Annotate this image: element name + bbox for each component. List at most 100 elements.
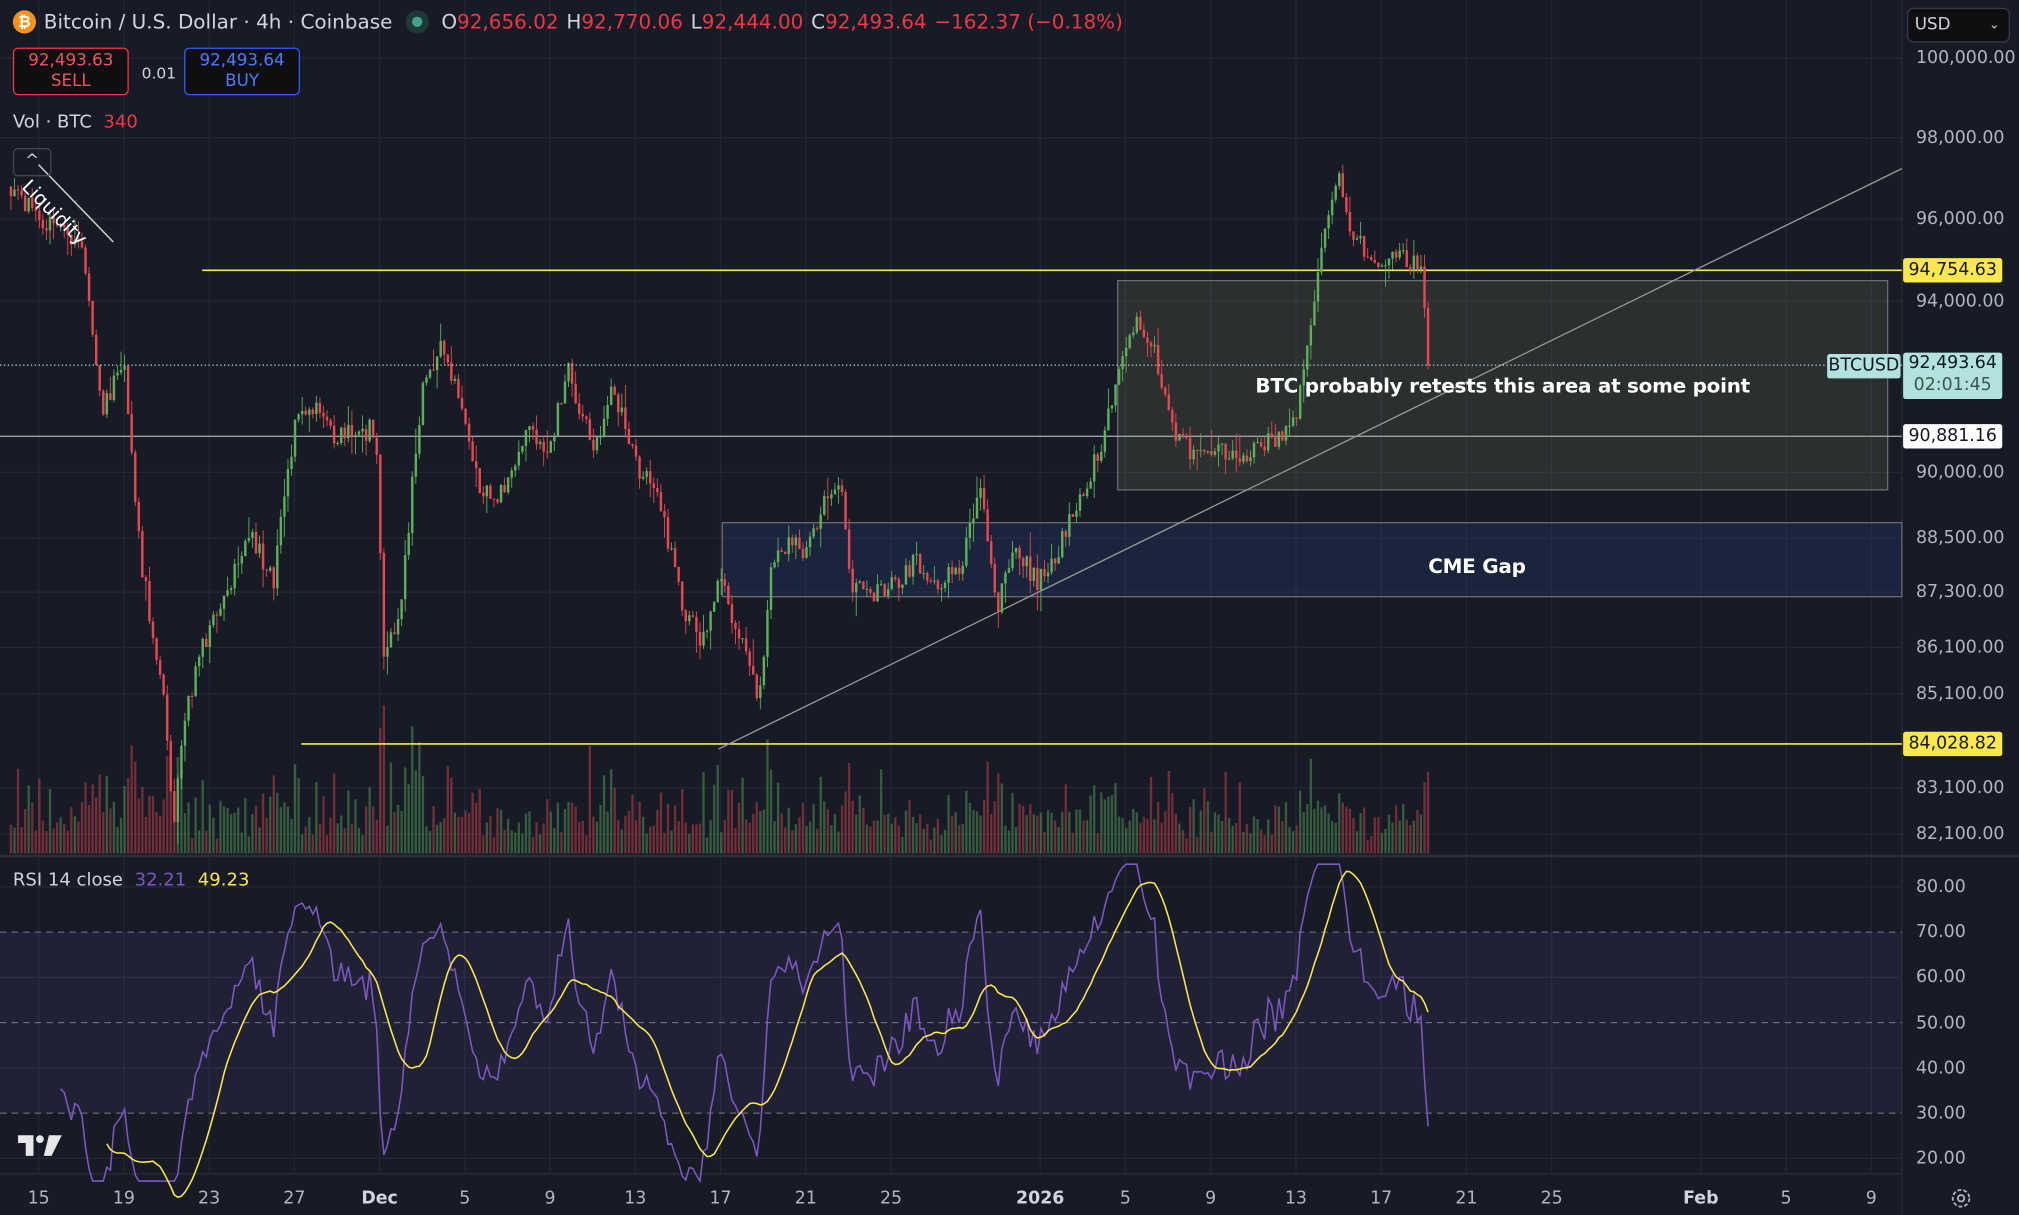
- candle-body: [499, 484, 503, 503]
- volume-bar: [148, 795, 151, 854]
- candle-body: [638, 456, 641, 479]
- candle-body: [1014, 547, 1018, 553]
- sell-button[interactable]: 92,493.63 SELL: [12, 47, 129, 96]
- volume-bar: [13, 827, 16, 854]
- volume-bar: [922, 828, 925, 854]
- volume-bar: [823, 801, 826, 854]
- volume-bar: [737, 802, 741, 854]
- candle-body: [904, 565, 908, 585]
- candle-body: [31, 197, 34, 208]
- rsi-line: [60, 863, 1429, 1184]
- currency-select[interactable]: USD ⌄: [1906, 7, 2010, 43]
- candle-body: [471, 441, 474, 462]
- rsi-legend[interactable]: RSI 14 close 32.21 49.23: [13, 870, 250, 891]
- candle-body: [524, 429, 528, 446]
- volume-bar: [847, 763, 851, 854]
- volume-legend[interactable]: Vol · BTC 340: [13, 112, 138, 133]
- candle-body: [1195, 449, 1199, 451]
- volume-bar: [507, 818, 510, 854]
- volume-bar: [496, 808, 499, 854]
- volume-bar: [794, 824, 798, 854]
- volume-bar: [1196, 836, 1199, 854]
- candle-body: [73, 239, 77, 245]
- candle-body: [1370, 257, 1373, 261]
- collapse-legend-button[interactable]: ^: [12, 148, 52, 177]
- candle-body: [577, 403, 581, 414]
- volume-bar: [311, 834, 314, 854]
- tradingview-logo-icon[interactable]: [18, 1133, 64, 1159]
- volume-bar: [386, 825, 389, 854]
- volume-bar: [368, 787, 371, 854]
- volume-bar: [702, 771, 705, 854]
- candle-body: [567, 363, 570, 382]
- candle-body: [769, 567, 773, 610]
- price-axis-tick: 83,100.00: [1915, 777, 2005, 799]
- volume-bar: [681, 789, 684, 854]
- volume-bar: [229, 814, 233, 854]
- candle-body: [798, 537, 801, 549]
- candle-body: [439, 340, 442, 357]
- volume-bar: [1178, 823, 1181, 854]
- candle-body: [858, 581, 862, 584]
- candle-body: [1306, 345, 1309, 370]
- candle-body: [563, 381, 567, 404]
- volume-bar: [1210, 831, 1213, 854]
- candle-body: [450, 362, 453, 381]
- candle-body: [602, 418, 606, 437]
- symbol-title[interactable]: Bitcoin / U.S. Dollar · 4h · Coinbase: [43, 10, 393, 34]
- candle-body: [464, 408, 467, 424]
- cme-gap-zone: [721, 522, 1903, 598]
- candle-body: [173, 791, 176, 822]
- volume-bar: [205, 830, 208, 854]
- candle-body: [109, 393, 112, 400]
- candle-body: [528, 426, 531, 430]
- candle-body: [1405, 250, 1408, 268]
- volume-bar: [979, 815, 982, 854]
- volume-bar: [155, 812, 158, 854]
- candle-body: [950, 567, 954, 575]
- candle-body: [1149, 342, 1153, 347]
- candle-body: [389, 632, 393, 648]
- volume-bar: [1398, 820, 1401, 854]
- volume-bar: [134, 761, 137, 854]
- settings-gear-icon[interactable]: [1949, 1187, 1972, 1210]
- volume-bar: [784, 827, 787, 854]
- price-axis-tick: 96,000.00: [1915, 208, 2005, 230]
- volume-bar: [393, 811, 396, 854]
- volume-bar: [396, 804, 400, 854]
- volume-bar: [279, 807, 283, 854]
- market-status-icon[interactable]: [405, 10, 429, 34]
- time-axis-tick: 17: [709, 1187, 732, 1209]
- buy-button[interactable]: 92,493.64 BUY: [184, 47, 301, 96]
- order-quantity[interactable]: 0.01: [141, 64, 177, 83]
- candle-body: [1302, 369, 1305, 386]
- volume-bar: [1213, 812, 1217, 854]
- volume-bar: [198, 830, 201, 854]
- candle-body: [272, 567, 275, 589]
- volume-bar: [1245, 823, 1249, 854]
- candle-body: [482, 492, 485, 497]
- volume-bar: [510, 830, 513, 854]
- volume-bar: [1185, 838, 1188, 854]
- candle-body: [982, 487, 986, 510]
- time-axis-tick: Dec: [361, 1187, 398, 1209]
- volume-bar: [407, 784, 410, 854]
- candle-body: [609, 386, 613, 406]
- retest-note[interactable]: BTC probably retests this area at some p…: [1255, 374, 1750, 398]
- cme-gap-label[interactable]: CME Gap: [1428, 554, 1526, 578]
- candle-body: [1171, 410, 1174, 423]
- candle-body: [702, 631, 705, 646]
- volume-bar: [389, 762, 393, 854]
- volume-bar: [63, 824, 66, 854]
- volume-bar: [883, 815, 886, 854]
- volume-bar: [244, 798, 247, 854]
- volume-bar: [443, 818, 446, 854]
- candle-body: [766, 609, 769, 657]
- volume-bar: [1359, 813, 1362, 854]
- candle-body: [730, 604, 734, 623]
- candle-body: [379, 454, 382, 553]
- liquidity-line: [38, 164, 114, 243]
- candle-body: [187, 695, 190, 721]
- candle-body: [1135, 316, 1139, 333]
